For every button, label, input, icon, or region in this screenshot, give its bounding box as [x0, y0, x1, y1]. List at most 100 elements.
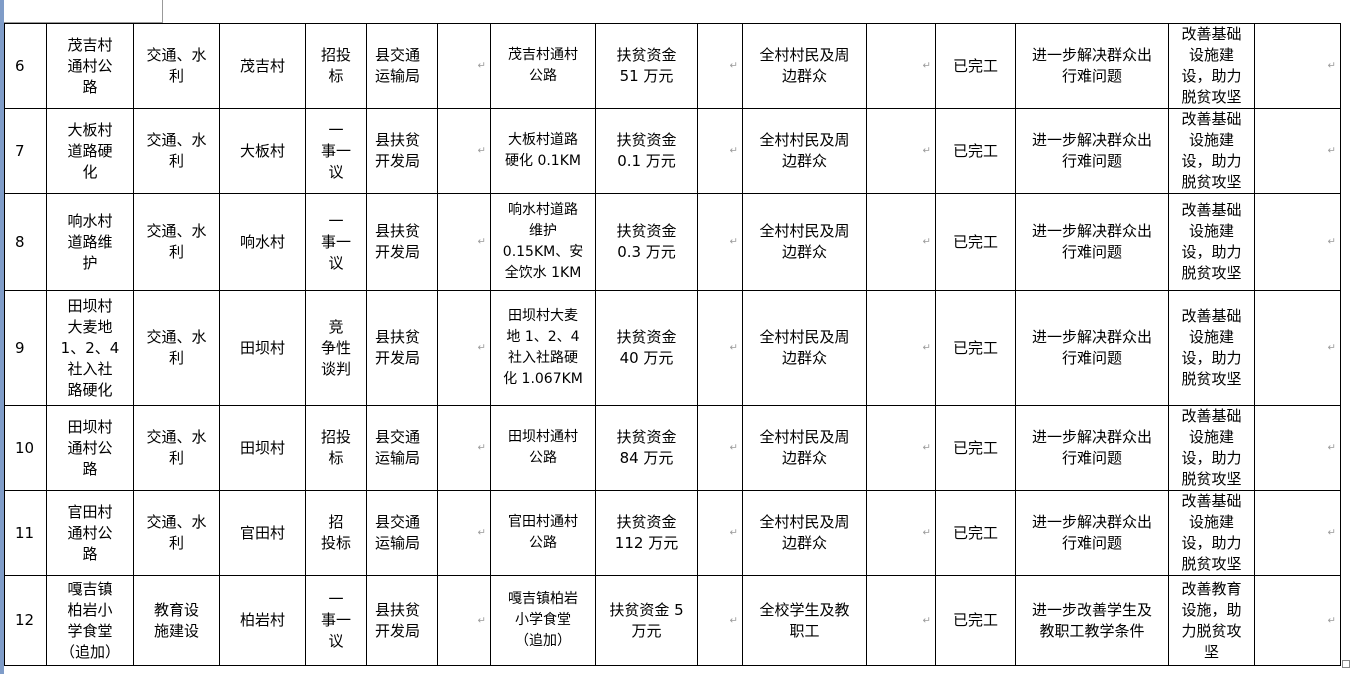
fund-amount: 扶贫资金 0.1 万元	[595, 108, 698, 194]
beneficiary: 全村村民及周 边群众	[742, 108, 867, 194]
beneficiary: 全村村民及周 边群众	[742, 23, 867, 109]
table-end-marker	[1342, 660, 1350, 668]
table-row: 10 田坝村 通村公 路 交通、水 利 田坝村 招投 标 县交通 运输局 田坝村…	[4, 405, 1341, 491]
construction-content: 响水村道路 维护 0.15KM、安 全饮水 1KM	[490, 193, 596, 291]
status: 已完工	[935, 193, 1016, 291]
goal: 改善基础 设施建 设，助力 脱贫攻坚	[1168, 108, 1255, 194]
department: 县扶贫 开发局	[366, 108, 438, 194]
project-name: 大板村 道路硬 化	[46, 108, 134, 194]
department: 县扶贫 开发局	[366, 575, 438, 666]
fund-amount: 扶贫资金 112 万元	[595, 490, 698, 576]
beneficiary: 全村村民及周 边群众	[742, 490, 867, 576]
empty-cell	[866, 575, 936, 666]
empty-cell	[437, 405, 491, 491]
empty-cell	[866, 108, 936, 194]
project-type: 教育设 施建设	[133, 575, 220, 666]
village: 田坝村	[219, 290, 306, 406]
empty-cell	[1254, 405, 1341, 491]
empty-cell	[437, 23, 491, 109]
empty-cell	[437, 490, 491, 576]
beneficiary: 全村村民及周 边群众	[742, 405, 867, 491]
empty-cell	[697, 290, 743, 406]
construction-content: 田坝村大麦 地 1、2、4 社入社路硬 化 1.067KM	[490, 290, 596, 406]
empty-cell	[866, 193, 936, 291]
table-row: 6 茂吉村 通村公 路 交通、水 利 茂吉村 招投 标 县交通 运输局 茂吉村通…	[4, 23, 1341, 109]
goal: 改善基础 设施建 设，助力 脱贫攻坚	[1168, 193, 1255, 291]
project-type: 交通、水 利	[133, 108, 220, 194]
fund-amount: 扶贫资金 84 万元	[595, 405, 698, 491]
vertical-ruler	[0, 0, 4, 674]
empty-cell	[866, 23, 936, 109]
expected-effect: 进一步改善学生及 教职工教学条件	[1015, 575, 1169, 666]
fund-amount: 扶贫资金 51 万元	[595, 23, 698, 109]
previous-table-cell	[4, 0, 163, 23]
empty-cell	[866, 490, 936, 576]
project-name: 茂吉村 通村公 路	[46, 23, 134, 109]
project-table: 6 茂吉村 通村公 路 交通、水 利 茂吉村 招投 标 县交通 运输局 茂吉村通…	[4, 23, 1341, 666]
status: 已完工	[935, 108, 1016, 194]
department: 县交通 运输局	[366, 23, 438, 109]
empty-cell	[697, 23, 743, 109]
empty-cell	[1254, 108, 1341, 194]
expected-effect: 进一步解决群众出 行难问题	[1015, 490, 1169, 576]
procurement-method: 招投 标	[305, 405, 367, 491]
empty-cell	[1254, 490, 1341, 576]
table-row: 9 田坝村 大麦地 1、2、4 社入社 路硬化 交通、水 利 田坝村 竞 争性 …	[4, 290, 1341, 406]
table-row: 8 响水村 道路维 护 交通、水 利 响水村 一 事一 议 县扶贫 开发局 响水…	[4, 193, 1341, 291]
table-row: 11 官田村 通村公 路 交通、水 利 官田村 招 投标 县交通 运输局 官田村…	[4, 490, 1341, 576]
village: 大板村	[219, 108, 306, 194]
empty-cell	[437, 193, 491, 291]
empty-cell	[697, 405, 743, 491]
empty-cell	[437, 108, 491, 194]
goal: 改善教育 设施，助 力脱贫攻 坚	[1168, 575, 1255, 666]
empty-cell	[697, 193, 743, 291]
expected-effect: 进一步解决群众出 行难问题	[1015, 23, 1169, 109]
project-type: 交通、水 利	[133, 193, 220, 291]
beneficiary: 全村村民及周 边群众	[742, 193, 867, 291]
status: 已完工	[935, 575, 1016, 666]
goal: 改善基础 设施建 设，助力 脱贫攻坚	[1168, 490, 1255, 576]
row-number: 11	[4, 490, 47, 576]
village: 柏岩村	[219, 575, 306, 666]
construction-content: 官田村通村 公路	[490, 490, 596, 576]
procurement-method: 一 事一 议	[305, 193, 367, 291]
row-number: 12	[4, 575, 47, 666]
construction-content: 大板村道路 硬化 0.1KM	[490, 108, 596, 194]
department: 县扶贫 开发局	[366, 290, 438, 406]
fund-amount: 扶贫资金 5 万元	[595, 575, 698, 666]
row-number: 9	[4, 290, 47, 406]
beneficiary: 全校学生及教 职工	[742, 575, 867, 666]
empty-cell	[866, 405, 936, 491]
status: 已完工	[935, 290, 1016, 406]
empty-cell	[1254, 290, 1341, 406]
empty-cell	[1254, 575, 1341, 666]
table-row: 12 嘎吉镇 柏岩小 学食堂 （追加） 教育设 施建设 柏岩村 一 事一 议 县…	[4, 575, 1341, 666]
village: 田坝村	[219, 405, 306, 491]
village: 茂吉村	[219, 23, 306, 109]
department: 县交通 运输局	[366, 405, 438, 491]
empty-cell	[1254, 193, 1341, 291]
empty-cell	[1254, 23, 1341, 109]
project-type: 交通、水 利	[133, 23, 220, 109]
empty-cell	[437, 290, 491, 406]
procurement-method: 招 投标	[305, 490, 367, 576]
department: 县交通 运输局	[366, 490, 438, 576]
expected-effect: 进一步解决群众出 行难问题	[1015, 193, 1169, 291]
project-type: 交通、水 利	[133, 405, 220, 491]
procurement-method: 一 事一 议	[305, 108, 367, 194]
goal: 改善基础 设施建 设，助力 脱贫攻坚	[1168, 290, 1255, 406]
procurement-method: 竞 争性 谈判	[305, 290, 367, 406]
department: 县扶贫 开发局	[366, 193, 438, 291]
project-name: 响水村 道路维 护	[46, 193, 134, 291]
beneficiary: 全村村民及周 边群众	[742, 290, 867, 406]
project-name: 官田村 通村公 路	[46, 490, 134, 576]
empty-cell	[697, 490, 743, 576]
empty-cell	[697, 575, 743, 666]
expected-effect: 进一步解决群众出 行难问题	[1015, 405, 1169, 491]
row-number: 10	[4, 405, 47, 491]
project-name: 田坝村 通村公 路	[46, 405, 134, 491]
status: 已完工	[935, 405, 1016, 491]
row-number: 8	[4, 193, 47, 291]
construction-content: 嘎吉镇柏岩 小学食堂 （追加）	[490, 575, 596, 666]
fund-amount: 扶贫资金 40 万元	[595, 290, 698, 406]
